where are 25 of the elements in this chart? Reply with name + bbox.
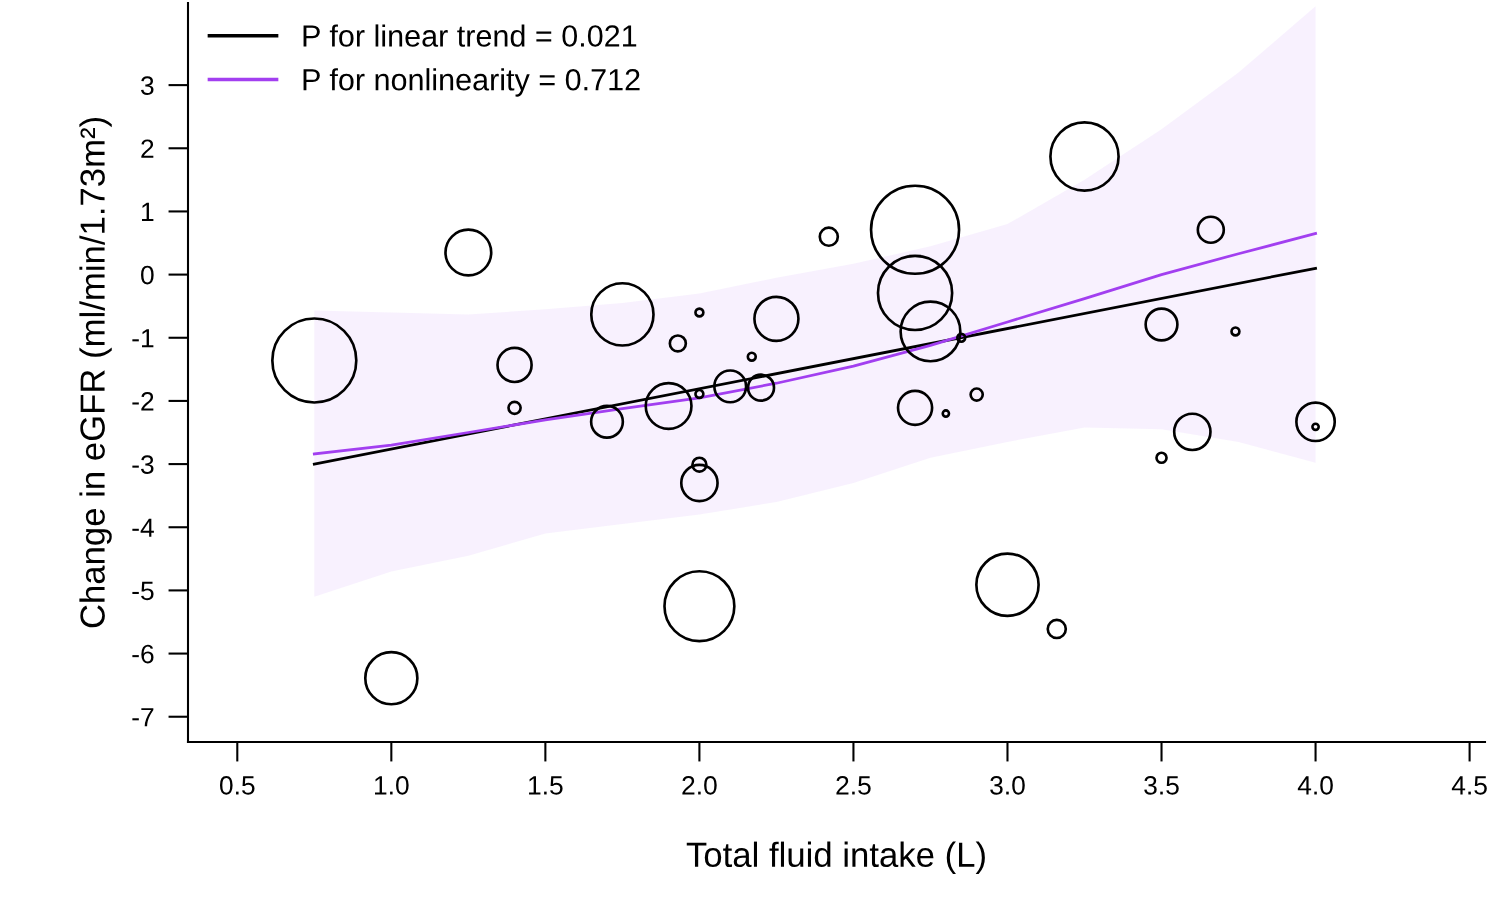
x-tick-label: 4.5 [1451, 776, 1487, 795]
x-tick-label: 0.5 [219, 776, 255, 795]
line-series [312, 232, 1317, 456]
y-tick-label: 2 [141, 139, 154, 158]
x-tick-label: 1.5 [529, 776, 563, 795]
y-tick-label: 3 [141, 76, 154, 95]
y-tick-label: 0 [141, 265, 154, 285]
x-tick-label: 3.0 [990, 776, 1025, 795]
x-tick-label: 4.0 [1297, 776, 1333, 795]
y-axis-title: Change in eGFR (ml/min/1.73m²) [79, 118, 112, 628]
legend-label: P for nonlinearity = 0.712 [303, 68, 640, 97]
y-tick-label: -6 [132, 644, 154, 664]
y-tick-label: -2 [132, 392, 154, 411]
y-tick-label: -7 [132, 708, 154, 727]
y-tick-label: -5 [132, 581, 154, 601]
x-tick-label: 3.5 [1144, 776, 1179, 795]
x-tick-label: 2.0 [682, 776, 717, 795]
x-tick-label: 2.5 [836, 776, 871, 795]
y-tick-label: -3 [132, 455, 154, 474]
x-axis-title: Total fluid intake (L) [686, 841, 985, 874]
y-tick-label: -1 [132, 329, 154, 348]
legend-label: P for linear trend = 0.021 [303, 24, 637, 47]
x-tick-label: 1.0 [375, 776, 409, 795]
y-tick-label: -4 [132, 518, 154, 537]
y-tick-label: 1 [142, 202, 154, 221]
